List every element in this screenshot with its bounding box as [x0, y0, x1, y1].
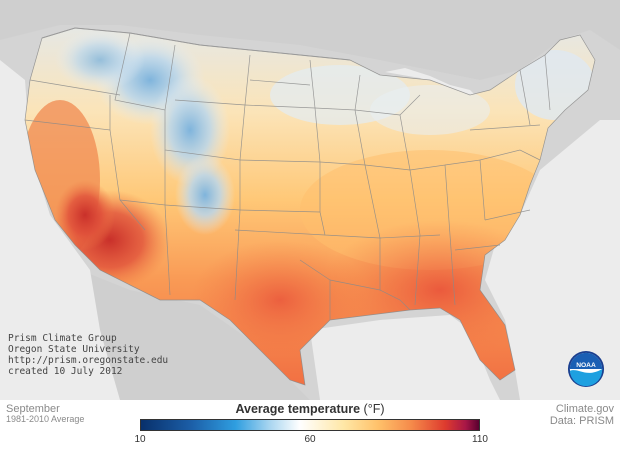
credit-university: Oregon State University — [8, 344, 140, 355]
credit-organization: Prism Climate Group — [8, 333, 117, 344]
source-site[interactable]: Climate.gov — [555, 403, 614, 415]
canada-land — [0, 0, 620, 80]
legend-title-text: Average temperature — [235, 402, 361, 416]
legend-title: Average temperature (°F) — [140, 402, 480, 416]
colorbar-tick-max: 110 — [472, 434, 488, 445]
colorbar-tick-min: 10 — [134, 434, 146, 445]
temperature-colorbar — [140, 419, 480, 431]
ocean-gulf — [310, 315, 500, 400]
credit-created-date: created 10 July 2012 — [8, 366, 123, 377]
mexico-land — [80, 270, 310, 400]
noaa-logo-text: NOAA — [576, 362, 596, 369]
temperature-map — [0, 0, 620, 400]
colorbar-tick-mid: 60 — [304, 434, 316, 445]
country-border — [41, 27, 351, 61]
credit-url[interactable]: http://prism.oregonstate.edu — [8, 355, 169, 366]
period-label: 1981-2010 Average — [6, 414, 85, 424]
month-label: September — [6, 403, 60, 415]
legend-unit: (°F) — [363, 402, 385, 416]
prism-credit: Prism Climate Group Oregon State Univers… — [8, 333, 168, 377]
source-data: Data: PRISM — [549, 415, 614, 427]
ocean-atlantic — [485, 120, 620, 400]
state-borders — [24, 27, 596, 386]
ocean-pacific — [0, 60, 120, 400]
noaa-logo[interactable]: NOAA — [567, 350, 605, 388]
